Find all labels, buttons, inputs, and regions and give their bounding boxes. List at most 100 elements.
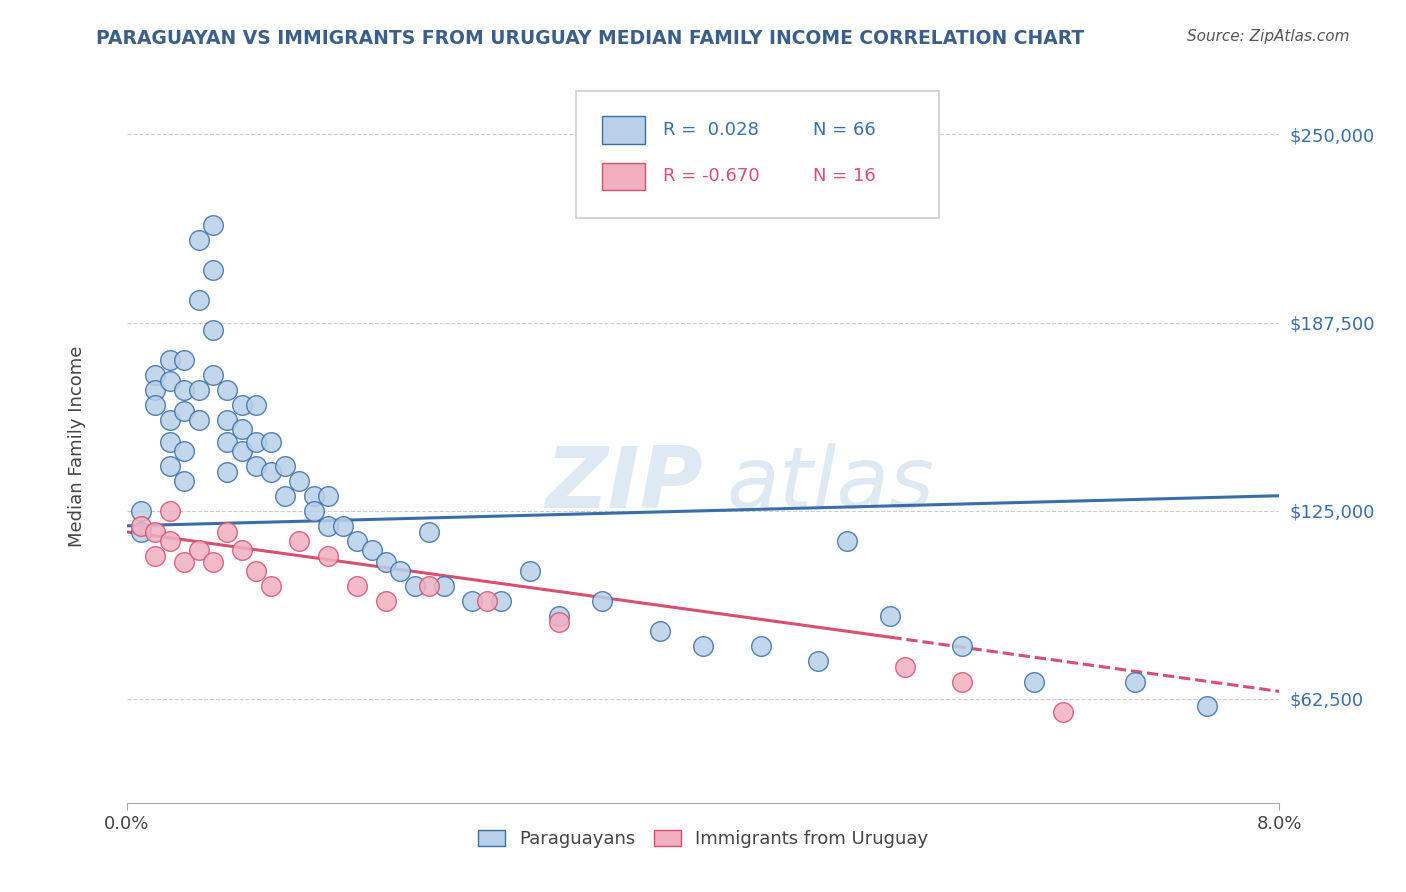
Point (548, 615, 571, 630)
Point (173, 555, 195, 569)
Point (217, 465, 239, 479)
Point (952, 675, 974, 690)
Text: R =  0.028: R = 0.028 (662, 121, 758, 139)
Point (274, 489, 297, 503)
Point (302, 489, 325, 503)
Point (288, 533, 311, 548)
Point (894, 660, 917, 674)
Point (332, 519, 354, 533)
Text: N = 66: N = 66 (813, 121, 876, 139)
Text: PARAGUAYAN VS IMMIGRANTS FROM URUGUAY MEDIAN FAMILY INCOME CORRELATION CHART: PARAGUAYAN VS IMMIGRANTS FROM URUGUAY ME… (96, 29, 1084, 47)
Point (187, 384, 209, 398)
Point (692, 639, 714, 653)
Point (952, 639, 974, 653)
Point (1197, 699, 1219, 714)
Point (202, 368, 225, 383)
Point (318, 519, 340, 533)
Point (259, 465, 281, 479)
Point (360, 542, 382, 557)
Point (202, 218, 225, 232)
Point (489, 594, 512, 608)
Point (159, 413, 181, 427)
Point (217, 434, 239, 449)
Point (159, 374, 181, 388)
Point (259, 579, 281, 593)
Point (318, 549, 340, 563)
Text: N = 16: N = 16 (813, 168, 876, 186)
Point (648, 624, 671, 639)
Point (187, 413, 209, 427)
Point (231, 443, 253, 458)
Point (274, 458, 297, 473)
Point (129, 524, 152, 539)
Point (202, 323, 225, 337)
Point (1125, 675, 1147, 690)
Point (129, 504, 152, 518)
Point (159, 504, 181, 518)
Point (879, 609, 901, 624)
Point (807, 654, 830, 668)
Point (159, 458, 181, 473)
Point (145, 398, 166, 412)
Point (202, 263, 225, 277)
FancyBboxPatch shape (576, 91, 939, 218)
Point (231, 422, 253, 436)
Point (418, 579, 440, 593)
Point (461, 594, 484, 608)
Point (173, 384, 195, 398)
Point (475, 594, 498, 608)
Point (231, 542, 253, 557)
Text: ZIP: ZIP (546, 443, 703, 526)
Point (288, 474, 311, 488)
Point (231, 398, 253, 412)
Point (159, 353, 181, 368)
Point (245, 434, 267, 449)
Text: atlas: atlas (725, 443, 934, 526)
Point (346, 533, 368, 548)
Point (418, 524, 440, 539)
Point (749, 639, 772, 653)
Point (591, 594, 613, 608)
Point (433, 579, 456, 593)
Point (217, 524, 239, 539)
Point (389, 564, 412, 578)
Point (374, 555, 398, 569)
Point (145, 368, 166, 383)
Point (187, 293, 209, 307)
Point (173, 404, 195, 418)
Text: Median Family Income: Median Family Income (69, 345, 86, 547)
Point (173, 353, 195, 368)
Point (245, 398, 267, 412)
Point (245, 458, 267, 473)
Point (145, 384, 166, 398)
Point (187, 233, 209, 247)
Point (519, 564, 541, 578)
Point (217, 413, 239, 427)
Text: R = -0.670: R = -0.670 (662, 168, 759, 186)
Bar (602, 162, 645, 190)
Point (217, 384, 239, 398)
Point (1024, 675, 1046, 690)
Point (1052, 706, 1074, 720)
Point (129, 519, 152, 533)
Point (173, 474, 195, 488)
Point (374, 594, 398, 608)
Point (173, 443, 195, 458)
Point (302, 504, 325, 518)
Legend: Paraguayans, Immigrants from Uruguay: Paraguayans, Immigrants from Uruguay (471, 822, 935, 855)
Point (346, 579, 368, 593)
Text: Source: ZipAtlas.com: Source: ZipAtlas.com (1187, 29, 1350, 44)
Point (245, 564, 267, 578)
Point (835, 533, 858, 548)
Point (404, 579, 426, 593)
Point (187, 542, 209, 557)
Point (318, 489, 340, 503)
Point (548, 609, 571, 624)
Point (259, 434, 281, 449)
Bar (602, 116, 645, 144)
Point (145, 549, 166, 563)
Point (159, 434, 181, 449)
Point (202, 555, 225, 569)
Point (145, 524, 166, 539)
Point (159, 533, 181, 548)
